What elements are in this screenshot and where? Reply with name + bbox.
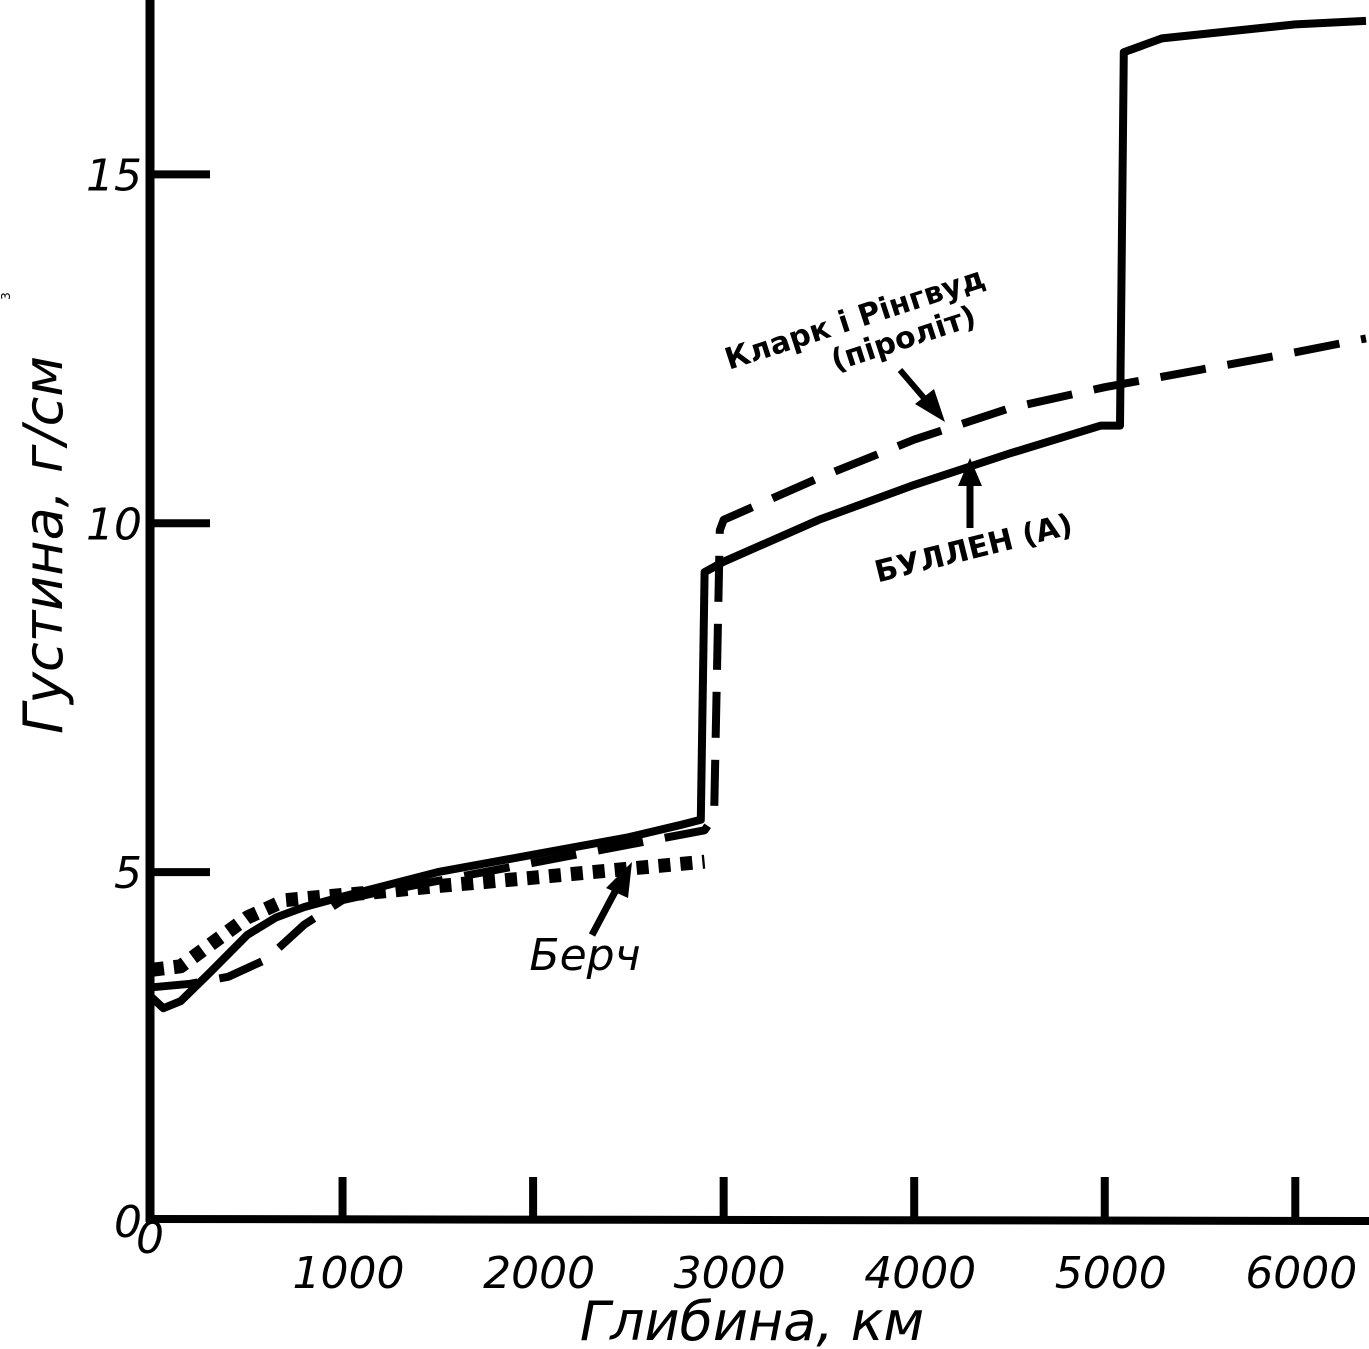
- x-tick-label-2000: 2000: [483, 1248, 595, 1299]
- x-tick-label-4000: 4000: [864, 1248, 976, 1299]
- y-tick-label-15: 15: [86, 150, 142, 201]
- series-layer: [149, 16, 1367, 1013]
- y-axis-title-superscript: 3: [0, 292, 13, 300]
- arrow-bullen-head: [958, 458, 982, 486]
- arrow-birch-head: [606, 862, 632, 898]
- annotation-bullen: БУЛЛЕН (А): [871, 507, 1076, 590]
- x-axis-title: Глибина, км: [580, 1290, 924, 1349]
- y-axis-title-group: Густина, г/см: [12, 356, 75, 734]
- x-tick-label-3000: 3000: [674, 1248, 786, 1299]
- x-tick-label-6000: 6000: [1245, 1248, 1357, 1299]
- x-tick-label-5000: 5000: [1055, 1248, 1167, 1299]
- arrow-clark-ringwood-head: [915, 389, 945, 422]
- series-line-bullen: [149, 16, 1367, 1013]
- annotation-clark-ringwood: Кларк і Рінгвуд (піроліт): [721, 260, 990, 378]
- axis-tick-labels: 0 1000 2000 3000 4000 5000 6000 0 5 10 15: [86, 150, 1357, 1299]
- series-line-birch: [151, 854, 706, 977]
- y-axis-title: Густина, г/см: [12, 356, 75, 734]
- y-tick-label-0: 0: [114, 1197, 142, 1248]
- y-tick-label-10: 10: [86, 499, 142, 550]
- series-line-clark-ringwood: [151, 334, 1367, 992]
- y-tick-label-5: 5: [114, 848, 142, 899]
- x-tick-label-0: 0: [136, 1213, 164, 1264]
- axis-ticks: [148, 170, 1300, 1221]
- x-tick-label-1000: 1000: [293, 1248, 405, 1299]
- annotation-bullen-label: БУЛЛЕН (А): [871, 507, 1076, 590]
- x-axis-line: [145, 1215, 1369, 1225]
- annotation-birch-label: Берч: [529, 930, 640, 981]
- arrow-birch-shaft: [588, 886, 621, 937]
